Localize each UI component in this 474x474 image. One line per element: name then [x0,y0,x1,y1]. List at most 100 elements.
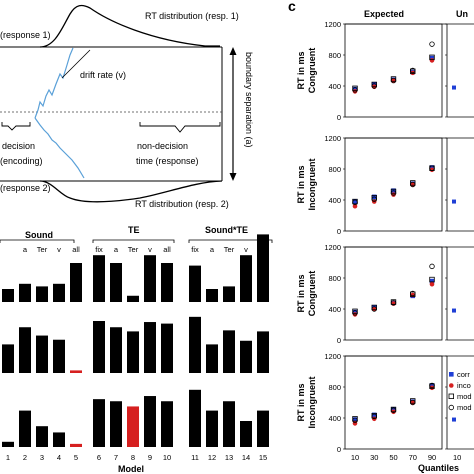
y-tick-label: 800 [328,383,341,392]
point-model-correct [429,276,435,283]
bar-row1-model-4 [53,283,65,302]
point-model-incorrect [390,407,397,413]
point-model-correct [371,81,377,88]
row-label-line2: Incongruent [307,377,317,429]
point-model-incorrect [371,196,377,202]
boundary-separation-label: boundary separation (a) [244,52,254,148]
bar-row2-model-8 [127,331,139,373]
param-label-11: fix [191,245,199,254]
drift-path-upper [34,47,74,119]
nondecision-label-line2: time (response) [136,156,199,166]
group-bracket-3 [188,239,273,243]
ddm-diagram: RT distribution (resp. 1) (response 1) d… [0,4,254,209]
x-tick-label: 70 [409,453,417,462]
decision-brace [1,122,31,131]
point-model-incorrect [352,310,358,316]
point-right-edge [452,308,456,313]
point-model-correct [429,54,435,61]
x-tick-label: 90 [428,453,436,462]
subpanel-frame [344,246,443,341]
point-model-incorrect [410,399,416,406]
model-number-9: 9 [148,453,152,462]
point-model-correct [390,76,397,82]
bar-row2-model-14 [240,340,252,373]
model-number-14: 14 [242,453,250,462]
bar-row1-model-11 [189,265,201,302]
y-tick-label: 0 [337,336,341,345]
subpanel-1: 0 400 800 1200 RT in ms Congruent [296,20,474,122]
rt-distribution-bottom-label: RT distribution (resp. 2) [135,199,229,209]
bar-row3-model-6 [93,399,105,447]
rt-distribution-bottom-curve [39,180,223,203]
drift-rate-label: drift rate (v) [80,70,126,80]
y-tick-label: 800 [328,51,341,60]
bar-row1-model-12 [206,289,218,302]
model-number-13: 13 [225,453,233,462]
point-model-correct [410,398,416,404]
bar-row1-model-13 [223,286,235,302]
bar-row3-model-9 [144,396,156,447]
y-tick-label: 400 [328,196,341,205]
param-label-7: a [114,245,119,254]
y-tick-label: 400 [328,82,341,91]
point-correct [429,55,435,61]
legend-label-3: mod [457,392,472,401]
panel-letter-c: c [288,0,296,14]
subpanel-4: 0 400 800 1200 RT in ms Incongruent 10 30 50 70 90… [296,352,474,462]
point-correct [429,278,435,284]
point-model-incorrect [410,290,416,297]
group-bracket-2 [92,239,175,243]
point-incorrect [371,306,377,312]
bar-row1-model-10 [161,263,173,302]
bar-row3-model-5 [70,443,82,447]
bar-row3-model-1 [2,441,14,447]
bar-row1-model-3 [36,286,48,302]
point-model-incorrect [390,300,397,306]
y-tick-label: 1200 [324,243,341,252]
bar-row2-model-6 [93,321,105,373]
param-label-4: v [57,245,61,254]
y-tick-label: 800 [328,274,341,283]
point-model-incorrect [371,83,377,89]
point-incorrect [410,400,416,405]
point-model-incorrect [352,417,358,424]
group-brackets [0,239,273,243]
drift-rate-arrow [61,49,91,79]
point-incorrect [429,281,435,287]
legend-label-4: mod [457,403,472,412]
rt-distribution-top-curve [39,4,220,48]
point-right-edge [452,85,456,90]
bar-row1-model-7 [110,263,122,302]
point-model-correct [410,180,416,186]
row-label-line1: RT in ms [296,274,306,312]
response-1-label: (response 1) [0,30,51,40]
point-correct [352,417,358,422]
model-number-8: 8 [131,453,135,462]
model-bar-panel: Sound TE Sound*TE a Ter v all fix a Ter v all fix… [0,225,273,474]
model-number-5: 5 [74,453,78,462]
bar-row1-model-8 [127,295,139,302]
response-2-label: (response 2) [0,183,51,193]
bar-row2-model-1 [2,344,14,373]
point-incorrect [429,58,435,63]
point-model-incorrect [371,306,377,312]
bar-row3-model-15 [257,410,269,447]
bar-row2-model-15 [257,331,269,373]
bar-row3-model-4 [53,432,65,447]
param-label-6: fix [95,245,103,254]
row-label-line1: RT in ms [296,383,306,421]
point-correct [371,412,377,418]
bar-row3-model-13 [223,401,235,447]
model-number-15: 15 [259,453,267,462]
bar-row1-model-15 [257,234,269,302]
x-tick-label: 30 [370,453,378,462]
bar-row1-model-5 [70,263,82,302]
point-model-incorrect [429,165,435,171]
quantiles-axis-label: Quantiles [418,463,459,473]
x-tick-label: 10 [351,453,359,462]
legend-label-1: corr [457,370,470,379]
column-title-expected: Expected [364,9,404,19]
point-model-correct [390,188,397,195]
